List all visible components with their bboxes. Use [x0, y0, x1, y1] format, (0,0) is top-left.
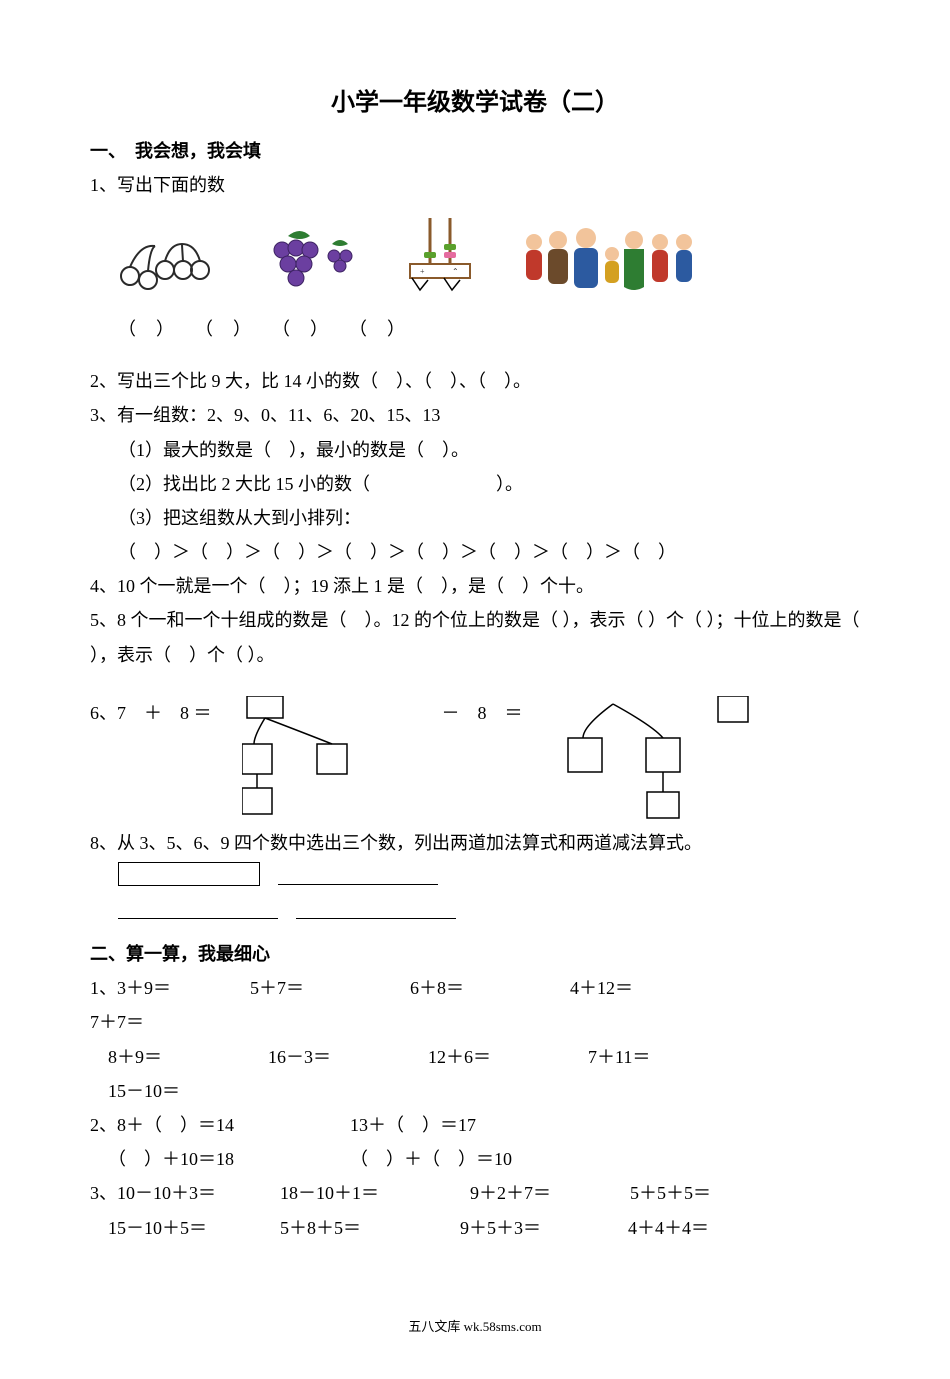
- family-icon: [520, 224, 700, 294]
- calc: 2、8＋（ ）＝14: [90, 1108, 330, 1142]
- calc: 5＋5＋5＝: [630, 1176, 750, 1210]
- calc: 7＋11＝: [588, 1040, 728, 1074]
- calc: 4＋12＝: [570, 971, 710, 1005]
- q6-diagram-left: [242, 696, 412, 816]
- q8-line3[interactable]: [296, 896, 456, 919]
- s2-row2b: （ ）＋10＝18 （ ）＋（ ）＝10: [108, 1142, 860, 1176]
- q6-prefix: 6、7 ＋ 8 ＝: [90, 696, 212, 730]
- q3-chain: （ ）＞（ ）＞（ ）＞（ ）＞（ ）＞（ ）＞（ ）＞（ ）: [118, 535, 860, 569]
- calc: 18－10＋1＝: [280, 1176, 460, 1210]
- q8-box1[interactable]: [118, 862, 260, 886]
- s2-row1b: 8＋9＝ 16－3＝ 12＋6＝ 7＋11＝ 15－10＝: [108, 1040, 860, 1108]
- svg-text:+: +: [420, 267, 425, 276]
- calc: （ ）＋（ ）＝10: [350, 1142, 512, 1176]
- calc: （ ）＋10＝18: [108, 1142, 330, 1176]
- calc: 9＋2＋7＝: [470, 1176, 620, 1210]
- q8-text: 8、从 3、5、6、9 四个数中选出三个数，列出两道加法算式和两道减法算式。: [90, 826, 860, 860]
- calc: 3、10－10＋3＝: [90, 1176, 270, 1210]
- q8-line1[interactable]: [278, 862, 438, 885]
- q2-text: 2、写出三个比 9 大，比 14 小的数（ ）、（ ）、（ ）。: [90, 364, 860, 398]
- calc: 8＋9＝: [108, 1040, 248, 1074]
- q6-row: 6、7 ＋ 8 ＝ － 8 ＝: [90, 696, 860, 826]
- calc: 13＋（ ）＝17: [350, 1108, 490, 1142]
- calc: 5＋8＋5＝: [280, 1211, 450, 1245]
- page-footer: 五八文库 wk.58sms.com: [90, 1315, 860, 1340]
- q1-blanks: （ ） （ ） （ ） （ ）: [118, 312, 860, 346]
- cherries-icon: [110, 234, 220, 294]
- q6-mid: － 8 ＝: [442, 696, 523, 730]
- q8-line2[interactable]: [118, 896, 278, 919]
- section2-head: 二、算一算，我最细心: [90, 937, 860, 971]
- abacus-icon: + ⌃: [400, 214, 480, 294]
- calc: 1、3＋9＝: [90, 971, 230, 1005]
- calc: 16－3＝: [268, 1040, 408, 1074]
- calc: 15－10＝: [108, 1074, 248, 1108]
- calc: 6＋8＝: [410, 971, 550, 1005]
- calc: 7＋7＝: [90, 1005, 230, 1039]
- calc: 9＋5＋3＝: [460, 1211, 618, 1245]
- svg-text:⌃: ⌃: [452, 267, 459, 276]
- s2-row1: 1、3＋9＝ 5＋7＝ 6＋8＝ 4＋12＝ 7＋7＝: [90, 971, 860, 1039]
- s2-row2: 2、8＋（ ）＝14 13＋（ ）＝17: [90, 1108, 860, 1142]
- page-title: 小学一年级数学试卷（二）: [90, 80, 860, 126]
- q3-p3: （3）把这组数从大到小排列：: [118, 501, 860, 535]
- q1-images-row: + ⌃: [110, 214, 860, 294]
- section1-head: 一、 我会想，我会填: [90, 134, 860, 168]
- q8-row2: [118, 896, 860, 919]
- q1-text: 1、写出下面的数: [90, 168, 860, 202]
- q5-text: 5、8 个一和一个十组成的数是（ ）。12 的个位上的数是（ ），表示（ ）个（…: [90, 603, 860, 671]
- q6-diagram-right: [553, 696, 753, 826]
- q3-text: 3、有一组数：2、9、0、11、6、20、15、13: [90, 398, 860, 432]
- q4-text: 4、10 个一就是一个（ ）；19 添上 1 是（ ），是（ ）个十。: [90, 569, 860, 603]
- q3-p1: （1）最大的数是（ ），最小的数是（ ）。: [118, 433, 860, 467]
- calc: 4＋4＋4＝: [628, 1211, 748, 1245]
- q8-row1: [118, 862, 860, 886]
- calc: 12＋6＝: [428, 1040, 568, 1074]
- s2-row3: 3、10－10＋3＝ 18－10＋1＝ 9＋2＋7＝ 5＋5＋5＝: [90, 1176, 860, 1210]
- calc: 5＋7＝: [250, 971, 390, 1005]
- calc: 15－10＋5＝: [108, 1211, 270, 1245]
- grapes-icon: [260, 224, 360, 294]
- q3-p2: （2）找出比 2 大比 15 小的数（ ）。: [118, 467, 860, 501]
- s2-row3b: 15－10＋5＝ 5＋8＋5＝ 9＋5＋3＝ 4＋4＋4＝: [108, 1211, 860, 1245]
